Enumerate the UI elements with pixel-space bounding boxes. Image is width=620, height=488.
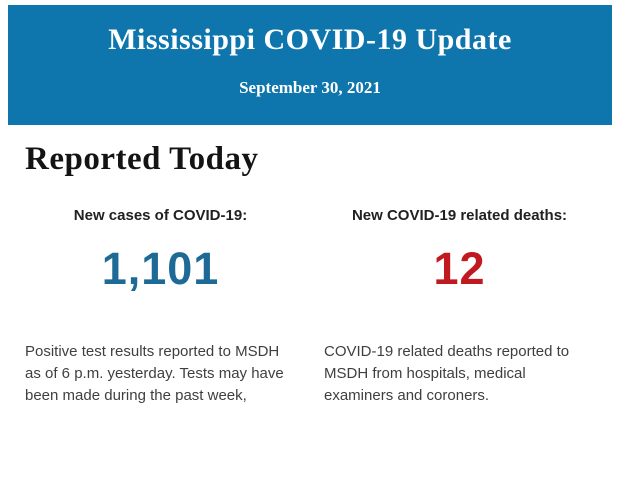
newsletter-page: Mississippi COVID-19 Update September 30… — [0, 5, 620, 488]
stat-label-deaths: New COVID-19 related deaths: — [351, 207, 568, 225]
stat-card-new-cases: New cases of COVID-19: 1,101 Positive te… — [25, 207, 296, 407]
newsletter-date: September 30, 2021 — [239, 78, 381, 97]
stat-card-deaths: New COVID-19 related deaths: 12 COVID-19… — [324, 207, 595, 407]
stat-value-deaths: 12 — [433, 243, 486, 295]
stat-label-new-cases: New cases of COVID-19: — [73, 207, 248, 225]
header-banner: Mississippi COVID-19 Update September 30… — [8, 5, 612, 125]
stat-description-deaths: COVID-19 related deaths reported to MSDH… — [324, 343, 570, 405]
stat-value-new-cases: 1,101 — [101, 243, 220, 295]
stats-grid: New cases of COVID-19: 1,101 Positive te… — [25, 207, 595, 407]
page-title: Reported Today — [25, 141, 259, 177]
newsletter-title: Mississippi COVID-19 Update — [108, 23, 512, 56]
stat-description-new-cases: Positive test results reported to MSDH a… — [25, 343, 284, 405]
